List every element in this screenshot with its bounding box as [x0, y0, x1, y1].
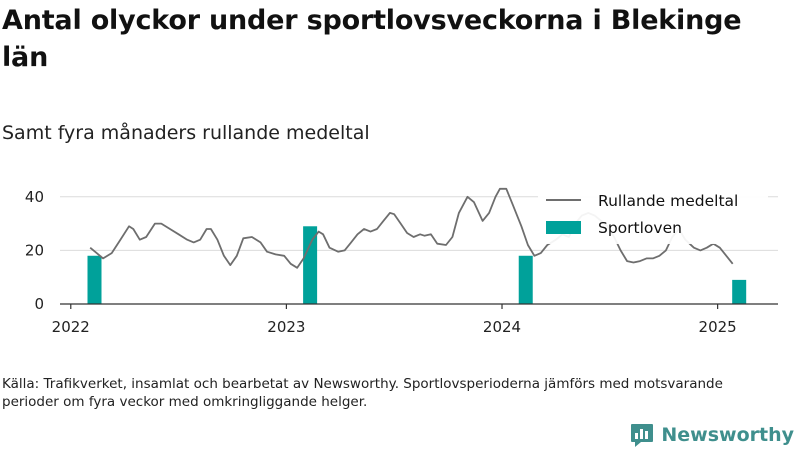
- x-tick-label-2022: 2022: [52, 318, 90, 336]
- line-series: [89, 187, 734, 269]
- y-tick-label-20: 20: [25, 241, 44, 259]
- newsworthy-logo-icon: [631, 424, 654, 447]
- y-tick-labels: 0 20 40: [25, 188, 44, 313]
- brand: Newsworthy: [629, 420, 794, 450]
- bar-0: [87, 255, 102, 304]
- y-tick-label-40: 40: [25, 188, 44, 206]
- chart-subtitle: Samt fyra månaders rullande medeltal: [2, 122, 370, 144]
- legend: Rullande medeltal Sportloven: [538, 184, 768, 244]
- bar-2: [518, 255, 533, 304]
- x-tick-label-2024: 2024: [483, 318, 521, 336]
- legend-bar-swatch: [546, 221, 581, 234]
- x-tick-label-2025: 2025: [699, 318, 737, 336]
- brand-name: Newsworthy: [661, 424, 794, 446]
- legend-label-bar: Sportloven: [598, 219, 682, 237]
- chart-area: 0 20 40 2022 2023 2024 2025 Rullande medeltal…: [25, 184, 778, 336]
- rolling-average-line: [89, 187, 734, 269]
- x-tick-label-2023: 2023: [267, 318, 305, 336]
- y-tick-label-0: 0: [34, 295, 44, 313]
- legend-label-line: Rullande medeltal: [598, 192, 738, 210]
- source-note: Källa: Trafikverket, insamlat och bearbe…: [2, 376, 723, 410]
- x-tick-marks: 2022 2023 2024 2025: [52, 304, 737, 336]
- bar-1: [303, 226, 318, 304]
- bar-series: [87, 226, 747, 304]
- chart-title: Antal olyckor under sportlovsveckorna i …: [2, 5, 742, 73]
- bar-3: [732, 279, 747, 304]
